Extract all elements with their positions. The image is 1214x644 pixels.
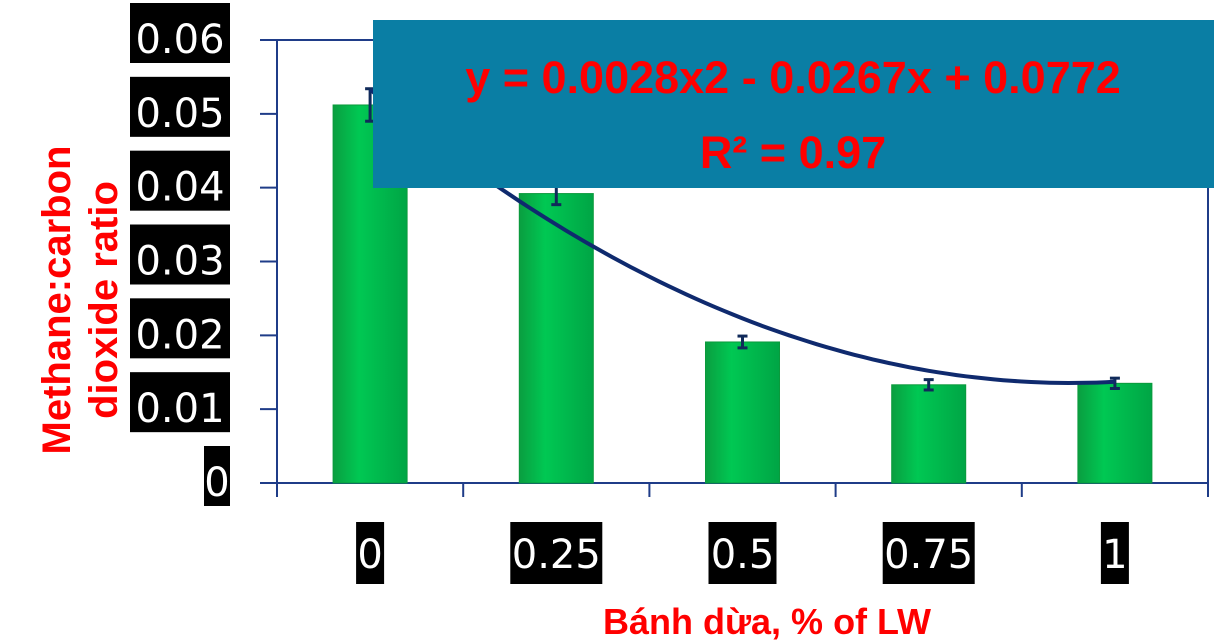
y-axis-title-line-1: Methane:carbon <box>35 146 79 455</box>
error-bar-0.5 <box>737 334 748 350</box>
y-tick-label: 0.05 <box>135 91 224 137</box>
y-tick-bg <box>130 372 230 433</box>
x-tick-bg <box>510 522 603 584</box>
r-squared: R² = 0.97 <box>700 127 886 178</box>
x-tick-label: 0 <box>357 532 382 578</box>
y-tick-label: 0.06 <box>135 17 224 63</box>
x-tick-bg <box>708 522 777 584</box>
y-tick-label: 0.02 <box>135 312 224 358</box>
y-axis-title: Methane:carbon dioxide ratio <box>35 146 126 455</box>
y-tick-bg <box>130 298 230 359</box>
x-tick-label: 0.75 <box>884 532 973 578</box>
y-tick-bg <box>204 446 230 506</box>
x-tick-bg <box>356 522 385 584</box>
bar-1 <box>1077 382 1153 484</box>
y-tick-label: 0.01 <box>135 386 224 432</box>
equation-box: y = 0.0028x2 - 0.0267x + 0.0772 R² = 0.9… <box>373 20 1214 188</box>
x-tick-labels: 0 0.25 0.5 0.75 1 <box>276 483 1209 584</box>
y-tick-label: 0.04 <box>135 165 224 211</box>
x-axis-title: Bánh dừa, % of LW <box>603 601 931 642</box>
bar-series <box>332 104 1153 484</box>
x-tick-bg <box>1100 522 1129 584</box>
bar-0.5 <box>705 341 780 484</box>
y-tick-bg <box>130 150 230 211</box>
y-tick-bg <box>130 3 230 63</box>
x-tick-label: 0.5 <box>711 532 775 578</box>
x-tick-bg <box>882 522 975 584</box>
y-tick-label: 0 <box>204 460 229 506</box>
equation-box-background <box>373 20 1214 188</box>
x-tick-label: 1 <box>1102 532 1127 578</box>
y-axis-title-line-2: dioxide ratio <box>82 181 126 419</box>
error-bar-0.75 <box>923 378 934 392</box>
y-tick-label: 0.03 <box>135 239 224 285</box>
y-tick-bg <box>130 76 230 137</box>
y-tick-bg <box>130 224 230 285</box>
y-tick-labels: 0 0.01 0.02 0.03 0.04 0.05 0.06 <box>130 3 277 506</box>
trendline-equation: y = 0.0028x2 - 0.0267x + 0.0772 <box>465 52 1121 103</box>
bar-0.25 <box>518 193 594 484</box>
x-tick-label: 0.25 <box>512 532 601 578</box>
bar-0.75 <box>891 384 967 484</box>
